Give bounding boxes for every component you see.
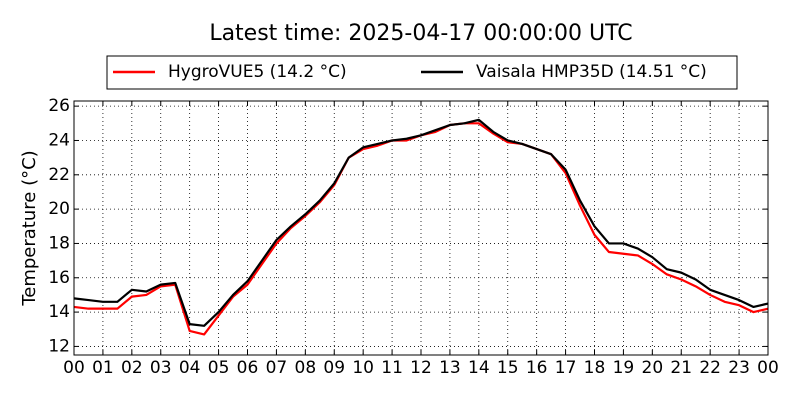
y-tick-label: 22 [48, 165, 70, 185]
series-line [73, 118, 769, 327]
x-tick-label: 09 [323, 358, 345, 378]
x-tick-label: 12 [410, 358, 432, 378]
x-tick-label: 13 [439, 358, 461, 378]
x-tick-label: 04 [179, 358, 201, 378]
x-tick-label: 06 [237, 358, 259, 378]
x-tick-label: 14 [468, 358, 490, 378]
legend-label: HygroVUE5 (14.2 °C) [168, 62, 347, 82]
x-tick-label: 05 [208, 358, 230, 378]
y-tick-label: 14 [48, 302, 70, 322]
x-tick-label: 00 [757, 358, 779, 378]
x-tick-label: 11 [381, 358, 403, 378]
x-tick-label: 01 [92, 358, 114, 378]
series-line [73, 122, 769, 336]
x-tick-label: 03 [150, 358, 172, 378]
chart-title: Latest time: 2025-04-17 00:00:00 UTC [209, 21, 632, 46]
y-tick-label: 18 [48, 233, 70, 253]
x-tick-label: 02 [121, 358, 143, 378]
x-tick-label: 20 [642, 358, 664, 378]
y-tick-label: 24 [48, 130, 70, 150]
x-tick-label: 07 [266, 358, 288, 378]
x-tick-label: 16 [526, 358, 548, 378]
y-axis-label: Temperature (°C) [19, 150, 40, 306]
x-tick-label: 17 [555, 358, 577, 378]
x-tick-label: 15 [497, 358, 519, 378]
y-tick-label: 12 [48, 336, 70, 356]
plot-frame [73, 100, 769, 356]
legend-label: Vaisala HMP35D (14.51 °C) [476, 62, 707, 82]
x-tick-label: 18 [584, 358, 606, 378]
x-tick-label: 21 [670, 358, 692, 378]
x-tick-label: 10 [352, 358, 374, 378]
y-tick-label: 26 [48, 96, 70, 116]
x-tick-label: 00 [63, 358, 85, 378]
y-tick-label: 16 [48, 268, 70, 288]
x-tick-label: 08 [295, 358, 317, 378]
x-tick-label: 19 [613, 358, 635, 378]
x-tick-label: 22 [699, 358, 721, 378]
y-tick-label: 20 [48, 199, 70, 219]
x-tick-label: 23 [728, 358, 750, 378]
